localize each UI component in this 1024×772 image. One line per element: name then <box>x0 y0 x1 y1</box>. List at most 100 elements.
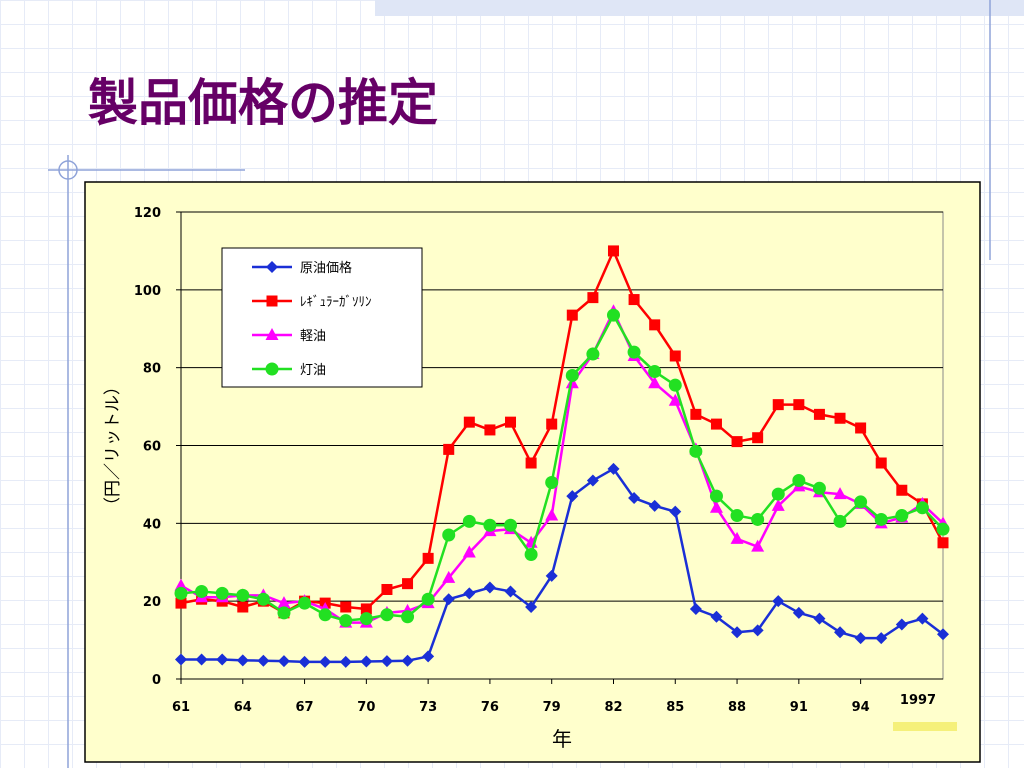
marker <box>627 345 641 359</box>
x-tick-label: 76 <box>481 700 499 715</box>
marker <box>174 578 188 591</box>
marker <box>277 596 291 609</box>
x-tick-label: 82 <box>604 700 622 715</box>
marker <box>772 399 784 411</box>
x-tick-label: 70 <box>357 700 375 715</box>
marker <box>483 581 496 594</box>
marker <box>422 650 435 663</box>
marker <box>607 462 620 475</box>
marker <box>587 292 599 304</box>
annotation: 1997 <box>900 693 936 708</box>
marker <box>875 457 887 469</box>
y-tick-label: 80 <box>143 362 161 377</box>
x-tick-label: 67 <box>296 700 314 715</box>
marker <box>628 492 641 505</box>
marker <box>855 422 867 434</box>
marker <box>813 612 826 625</box>
marker <box>175 597 187 609</box>
marker <box>256 592 270 606</box>
marker <box>402 578 414 590</box>
marker <box>545 569 558 582</box>
legend-box <box>221 247 423 388</box>
marker <box>937 628 949 641</box>
marker <box>690 408 702 420</box>
y-axis-label: （円／リットル） <box>103 378 123 514</box>
marker <box>462 514 476 528</box>
legend-label: ﾚｷﾞｭﾗｰｶﾞｿﾘﾝ <box>300 295 372 310</box>
marker <box>483 518 497 532</box>
x-tick-label: 94 <box>852 700 870 715</box>
marker <box>649 319 661 331</box>
marker <box>648 365 662 379</box>
marker <box>442 570 456 583</box>
x-tick-label: 79 <box>543 700 561 715</box>
marker <box>442 528 456 542</box>
marker <box>504 585 517 598</box>
marker <box>359 612 373 626</box>
marker <box>505 416 517 428</box>
legend-marker <box>265 362 279 376</box>
marker <box>443 443 455 455</box>
marker <box>915 501 929 515</box>
marker <box>709 500 723 513</box>
marker <box>257 654 270 667</box>
marker <box>586 474 599 487</box>
marker <box>195 653 208 666</box>
marker <box>565 368 579 382</box>
x-tick-label: 64 <box>234 700 252 715</box>
marker <box>936 522 950 536</box>
marker <box>896 484 908 496</box>
legend-label: 原油価格 <box>300 260 352 276</box>
marker <box>792 606 805 619</box>
marker <box>422 552 434 564</box>
marker <box>669 350 681 362</box>
marker <box>566 490 579 503</box>
marker <box>834 626 847 639</box>
y-tick-label: 20 <box>143 595 161 610</box>
y-tick-label: 60 <box>143 440 161 455</box>
marker <box>731 436 743 448</box>
marker <box>319 655 332 668</box>
y-tick-label: 120 <box>134 206 161 221</box>
x-axis-label: 年 <box>552 727 572 751</box>
marker <box>339 614 353 628</box>
marker <box>648 376 662 389</box>
marker <box>792 474 806 488</box>
marker <box>833 514 847 528</box>
legend-label: 軽油 <box>300 329 326 344</box>
marker <box>648 499 661 512</box>
header-band <box>375 0 1024 16</box>
marker <box>545 508 559 521</box>
marker <box>895 618 908 631</box>
marker <box>710 610 723 623</box>
marker <box>566 309 578 321</box>
marker <box>401 610 415 624</box>
marker <box>751 512 765 526</box>
marker <box>771 498 785 511</box>
marker <box>504 518 518 532</box>
marker <box>360 655 373 668</box>
marker <box>751 539 765 552</box>
y-tick-label: 100 <box>134 284 161 299</box>
marker <box>607 245 619 257</box>
y-tick-label: 40 <box>143 517 161 532</box>
marker <box>216 653 229 666</box>
marker <box>546 418 558 430</box>
marker <box>340 601 352 613</box>
marker <box>524 547 538 561</box>
legend-marker <box>265 328 279 340</box>
marker <box>545 475 559 489</box>
marker <box>916 612 929 625</box>
legend-marker <box>266 295 278 307</box>
x-tick-label: 91 <box>790 700 808 715</box>
marker <box>874 512 888 526</box>
x-tick-label: 61 <box>172 700 190 715</box>
marker <box>236 654 249 667</box>
marker <box>237 601 249 613</box>
marker <box>174 586 188 600</box>
marker <box>854 632 867 645</box>
marker <box>586 347 600 361</box>
x-tick-label: 85 <box>666 700 684 715</box>
